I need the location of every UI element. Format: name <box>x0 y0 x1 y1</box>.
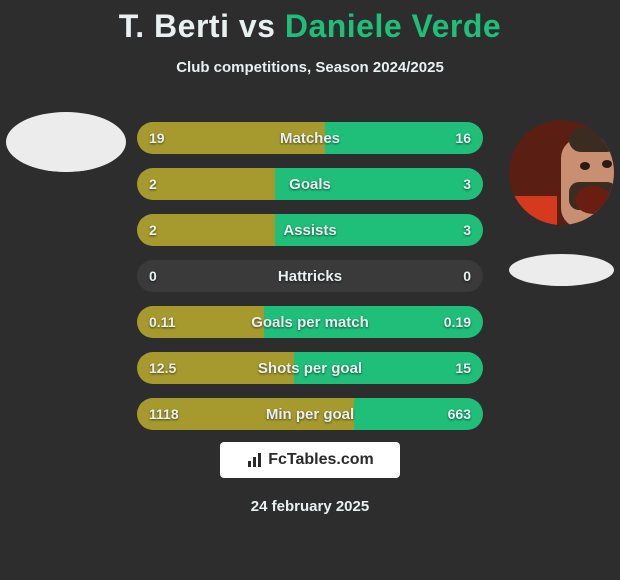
stat-value-left: 0 <box>149 260 157 292</box>
stat-fill-right <box>275 168 483 200</box>
stat-fill-right <box>264 306 483 338</box>
footer-date: 24 february 2025 <box>0 498 620 515</box>
stat-fill-left <box>137 352 294 384</box>
brand-badge: FcTables.com <box>220 442 400 478</box>
title-vs: vs <box>239 8 276 44</box>
club-badge-player2 <box>509 254 614 286</box>
stat-fill-right <box>325 122 483 154</box>
stat-fill-left <box>137 214 275 246</box>
stat-row: 0.110.19Goals per match <box>137 306 483 338</box>
avatar-player1 <box>6 112 126 172</box>
avatar-player2 <box>509 120 614 225</box>
stat-fill-left <box>137 306 264 338</box>
stat-fill-right <box>275 214 483 246</box>
stat-row: 23Assists <box>137 214 483 246</box>
stat-fill-right <box>354 398 483 430</box>
stat-row: 23Goals <box>137 168 483 200</box>
stat-fill-left <box>137 122 325 154</box>
stat-fill-left <box>137 168 275 200</box>
stat-row: 1916Matches <box>137 122 483 154</box>
title-player1: T. Berti <box>119 8 230 44</box>
stat-value-right: 0 <box>463 260 471 292</box>
stats-bars: 1916Matches 23Goals 23Assists 0 0Hattricks 0.… <box>137 122 483 444</box>
stat-fill-right <box>294 352 483 384</box>
stat-row: 12.515Shots per goal <box>137 352 483 384</box>
stat-fill-left <box>137 398 354 430</box>
stat-row: 0 0Hattricks <box>137 260 483 292</box>
title-player2: Daniele Verde <box>285 8 501 44</box>
stat-row: 1118663Min per goal <box>137 398 483 430</box>
brand-text: FcTables.com <box>268 451 374 469</box>
page-title: T. Berti vs Daniele Verde <box>0 0 620 45</box>
stat-label: Hattricks <box>137 260 483 292</box>
brand-chart-icon <box>246 451 264 469</box>
subtitle: Club competitions, Season 2024/2025 <box>0 59 620 76</box>
